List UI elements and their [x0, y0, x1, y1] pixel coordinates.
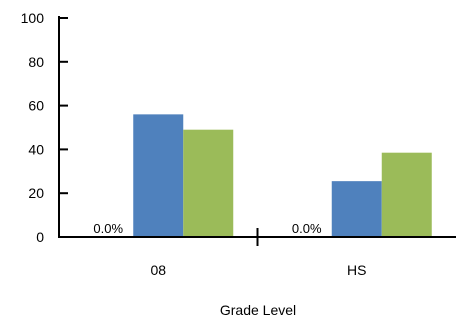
y-tick-label: 0: [36, 229, 44, 245]
x-category-label: 08: [150, 262, 166, 278]
bars-group: [133, 114, 432, 237]
bar: [133, 114, 184, 237]
data-label: 0.0%: [292, 221, 322, 236]
data-labels-group: 0.0% 0.0%: [93, 221, 322, 236]
bar: [331, 181, 382, 237]
bar: [381, 152, 432, 237]
y-tick-label: 100: [21, 10, 45, 26]
y-tick-label: 40: [28, 141, 44, 157]
y-tick-label: 20: [28, 185, 44, 201]
bar: [183, 129, 234, 237]
x-axis-title: Grade Level: [220, 302, 296, 318]
y-tick-label: 80: [28, 54, 44, 70]
y-tick-label: 60: [28, 98, 44, 114]
data-label: 0.0%: [93, 221, 123, 236]
x-category-label: HS: [347, 262, 366, 278]
axes-group: [58, 16, 456, 246]
x-categories-group: 08 HS: [150, 262, 366, 278]
y-ticks-group: 0 20 40 60 80 100: [21, 10, 68, 245]
